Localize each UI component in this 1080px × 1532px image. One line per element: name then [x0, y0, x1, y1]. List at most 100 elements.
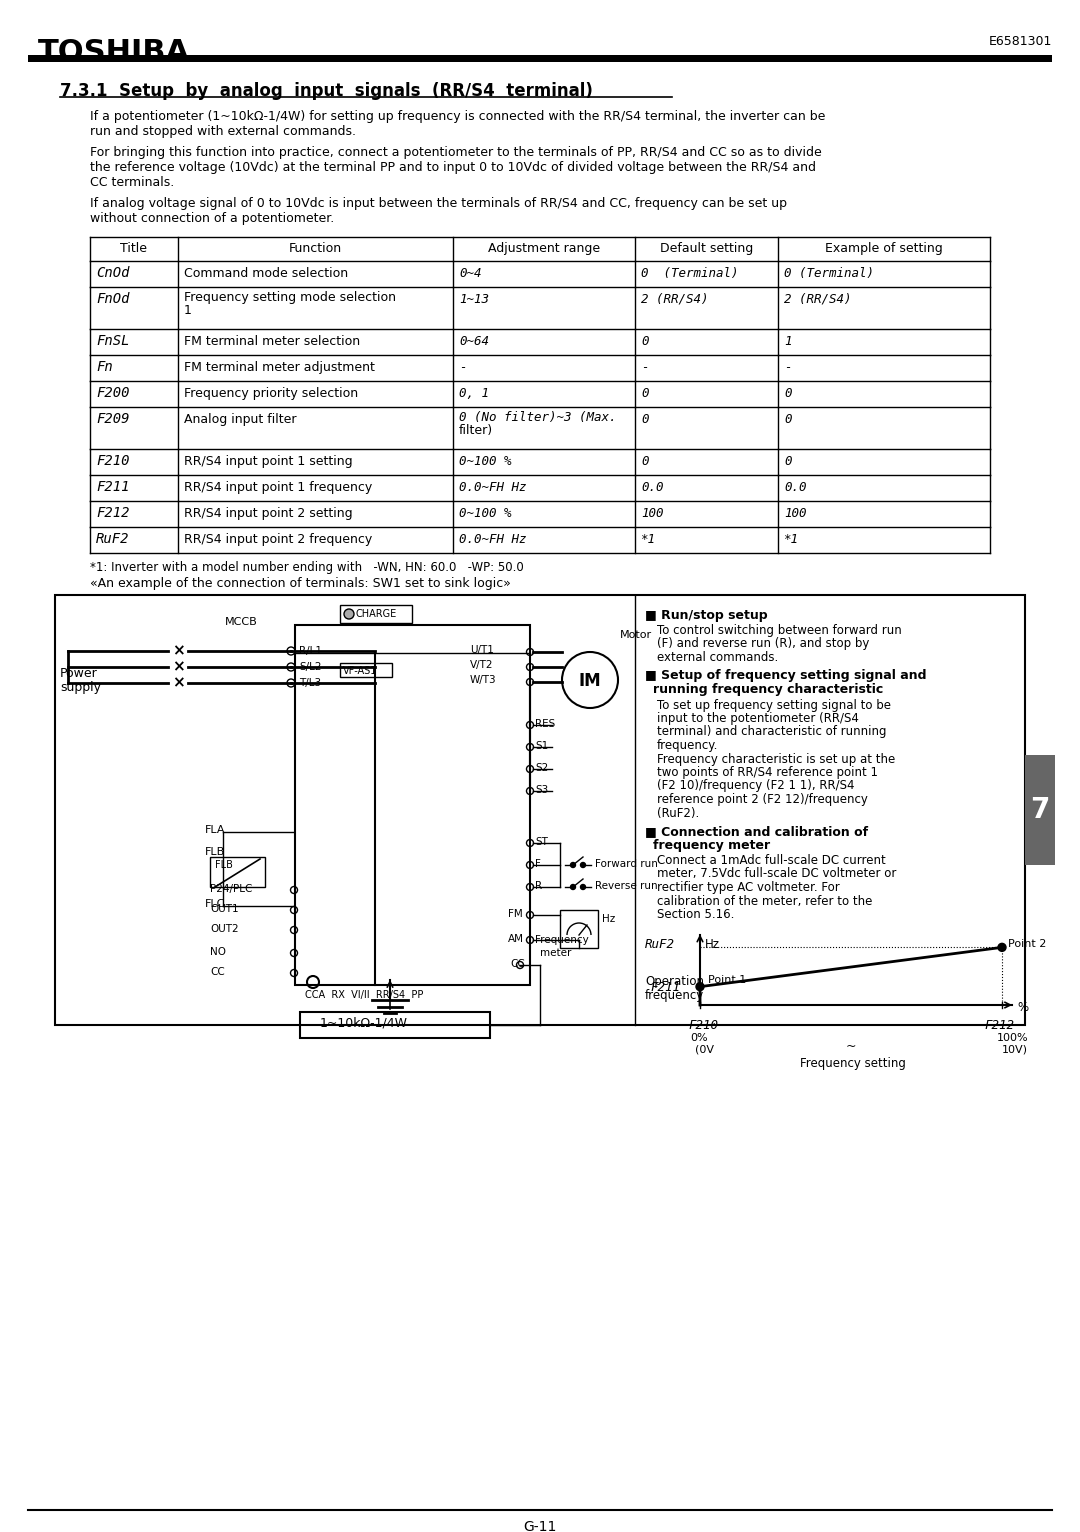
- Text: 7.3.1  Setup  by  analog  input  signals  (RR/S4  terminal): 7.3.1 Setup by analog input signals (RR/…: [60, 83, 593, 100]
- Bar: [340, 663, 392, 677]
- Text: Forward run: Forward run: [595, 859, 658, 869]
- Text: R/L1: R/L1: [299, 647, 322, 656]
- Circle shape: [581, 884, 585, 890]
- Text: IM: IM: [579, 673, 602, 689]
- Text: frequency: frequency: [645, 988, 704, 1002]
- Text: (F) and reverse run (R), and stop by: (F) and reverse run (R), and stop by: [657, 637, 869, 651]
- Text: Fn: Fn: [96, 360, 112, 374]
- Text: 0.0~FH Hz: 0.0~FH Hz: [459, 533, 527, 545]
- Bar: [295, 625, 530, 985]
- Text: 0.0: 0.0: [784, 481, 807, 493]
- Text: Motor: Motor: [620, 630, 652, 640]
- Bar: [210, 856, 265, 887]
- Text: 0: 0: [784, 388, 792, 400]
- Text: F: F: [535, 859, 541, 869]
- Text: AM: AM: [508, 935, 524, 944]
- Text: 0~4: 0~4: [459, 267, 482, 280]
- Text: S1: S1: [535, 741, 549, 751]
- Text: Adjustment range: Adjustment range: [488, 242, 600, 254]
- Text: terminal) and characteristic of running: terminal) and characteristic of running: [657, 726, 887, 738]
- Text: (0V: (0V: [696, 1045, 714, 1056]
- Text: OUT2: OUT2: [210, 924, 239, 935]
- Text: 0: 0: [642, 388, 648, 400]
- Text: S3: S3: [535, 784, 549, 795]
- Text: FnOd: FnOd: [96, 293, 130, 306]
- Text: F200: F200: [96, 386, 130, 400]
- Text: RR/S4 input point 2 setting: RR/S4 input point 2 setting: [184, 507, 353, 519]
- Text: ■ Setup of frequency setting signal and: ■ Setup of frequency setting signal and: [645, 669, 927, 682]
- Text: FM: FM: [508, 908, 523, 919]
- Text: reference point 2 (F2 12)/frequency: reference point 2 (F2 12)/frequency: [657, 794, 868, 806]
- Text: Default setting: Default setting: [660, 242, 753, 254]
- Text: R: R: [535, 881, 542, 892]
- Text: the reference voltage (10Vdc) at the terminal PP and to input 0 to 10Vdc of divi: the reference voltage (10Vdc) at the ter…: [90, 161, 816, 175]
- Text: NO: NO: [210, 947, 226, 958]
- Text: 7: 7: [1030, 797, 1050, 824]
- Text: If analog voltage signal of 0 to 10Vdc is input between the terminals of RR/S4 a: If analog voltage signal of 0 to 10Vdc i…: [90, 198, 787, 210]
- Text: external commands.: external commands.: [657, 651, 779, 663]
- Text: V/T2: V/T2: [470, 660, 494, 669]
- Text: Example of setting: Example of setting: [825, 242, 943, 254]
- Text: Power: Power: [60, 666, 98, 680]
- Text: CC: CC: [210, 967, 225, 977]
- Text: *1: *1: [642, 533, 656, 545]
- Text: Frequency setting mode selection: Frequency setting mode selection: [184, 291, 396, 303]
- Text: run and stopped with external commands.: run and stopped with external commands.: [90, 126, 356, 138]
- Text: F211: F211: [650, 980, 680, 994]
- Text: calibration of the meter, refer to the: calibration of the meter, refer to the: [657, 895, 873, 907]
- Bar: [28, 55, 1052, 61]
- Text: rectifier type AC voltmeter. For: rectifier type AC voltmeter. For: [657, 881, 840, 895]
- Text: -: -: [784, 362, 792, 374]
- Text: 2 (RR/S4): 2 (RR/S4): [642, 293, 708, 306]
- Text: 1~13: 1~13: [459, 293, 489, 306]
- Text: FLA: FLA: [205, 826, 226, 835]
- Text: TOSHIBA: TOSHIBA: [38, 38, 190, 67]
- Text: RuF2: RuF2: [645, 938, 675, 950]
- Text: OUT1: OUT1: [210, 904, 239, 915]
- Text: frequency meter: frequency meter: [653, 840, 770, 852]
- Text: F209: F209: [96, 412, 130, 426]
- Circle shape: [345, 610, 354, 619]
- Text: %: %: [1017, 1000, 1028, 1014]
- Text: RR/S4 input point 2 frequency: RR/S4 input point 2 frequency: [184, 533, 373, 545]
- Text: F210: F210: [688, 1019, 718, 1033]
- Text: ■ Connection and calibration of: ■ Connection and calibration of: [645, 826, 868, 838]
- Text: F211: F211: [96, 480, 130, 493]
- Text: F212: F212: [96, 506, 130, 519]
- Circle shape: [696, 982, 704, 991]
- Circle shape: [570, 863, 576, 867]
- Text: FM terminal meter adjustment: FM terminal meter adjustment: [184, 362, 375, 374]
- Text: Frequency setting: Frequency setting: [800, 1057, 906, 1069]
- Text: Section 5.16.: Section 5.16.: [657, 908, 734, 921]
- Bar: [55, 594, 1025, 1025]
- Text: VF-AS1: VF-AS1: [343, 666, 377, 676]
- Text: Analog input filter: Analog input filter: [184, 414, 297, 426]
- Text: Frequency characteristic is set up at the: Frequency characteristic is set up at th…: [657, 752, 895, 766]
- Text: filter): filter): [459, 424, 494, 437]
- Text: To set up frequency setting signal to be: To set up frequency setting signal to be: [657, 699, 891, 711]
- Text: ×: ×: [172, 643, 185, 659]
- Text: 1: 1: [184, 303, 192, 317]
- Text: Function: Function: [289, 242, 342, 254]
- Text: CCA  RX  VI/II  RR/S4  PP: CCA RX VI/II RR/S4 PP: [305, 990, 423, 1000]
- Text: *1: Inverter with a model number ending with   -WN, HN: 60.0   -WP: 50.0: *1: Inverter with a model number ending …: [90, 561, 524, 574]
- Text: meter, 7.5Vdc full-scale DC voltmeter or: meter, 7.5Vdc full-scale DC voltmeter or: [657, 867, 896, 881]
- Text: 0  (Terminal): 0 (Terminal): [642, 267, 739, 280]
- Text: FLC: FLC: [205, 899, 226, 908]
- Bar: [1025, 755, 1055, 866]
- Text: Hz: Hz: [602, 915, 616, 924]
- Text: RR/S4 input point 1 frequency: RR/S4 input point 1 frequency: [184, 481, 373, 493]
- Text: E6581301: E6581301: [988, 35, 1052, 47]
- Text: Point 1: Point 1: [708, 974, 746, 985]
- Text: two points of RR/S4 reference point 1: two points of RR/S4 reference point 1: [657, 766, 878, 778]
- Text: (F2 10)/frequency (F2 1 1), RR/S4: (F2 10)/frequency (F2 1 1), RR/S4: [657, 780, 854, 792]
- Text: ST: ST: [535, 836, 548, 847]
- Text: meter: meter: [540, 948, 571, 958]
- Circle shape: [581, 863, 585, 867]
- Text: -: -: [459, 362, 467, 374]
- Text: To control switching between forward run: To control switching between forward run: [657, 624, 902, 637]
- Text: 0~100 %: 0~100 %: [459, 455, 512, 467]
- Text: Frequency: Frequency: [535, 935, 589, 945]
- Text: 0: 0: [642, 455, 648, 467]
- Text: ■ Run/stop setup: ■ Run/stop setup: [645, 610, 768, 622]
